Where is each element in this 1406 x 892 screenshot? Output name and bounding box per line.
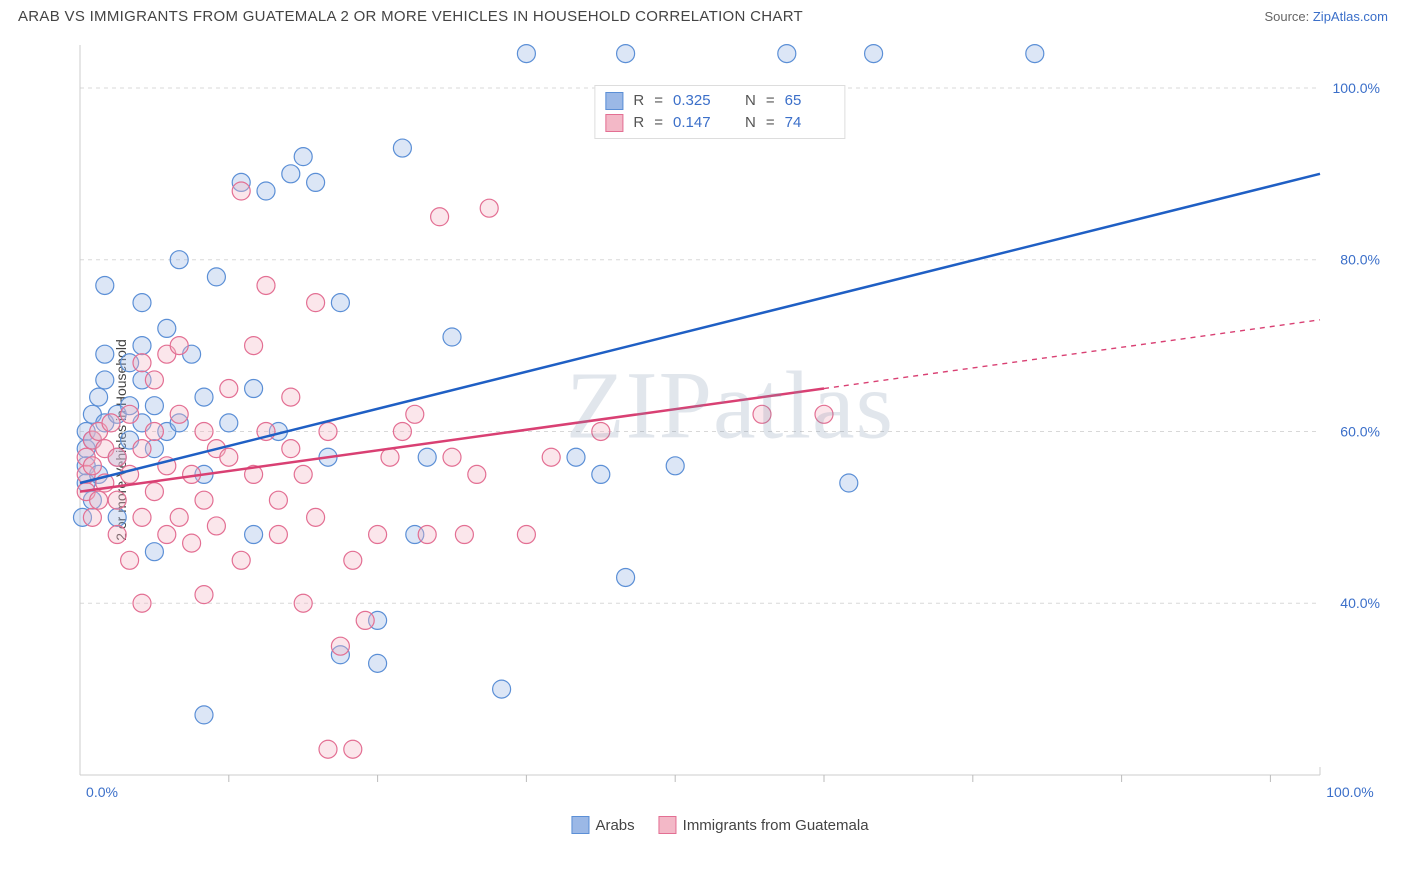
equals-sign: = xyxy=(766,90,775,112)
svg-text:40.0%: 40.0% xyxy=(1340,595,1380,611)
legend-swatch xyxy=(659,816,677,834)
legend-n-value: 74 xyxy=(785,112,835,134)
svg-text:100.0%: 100.0% xyxy=(1326,784,1373,800)
svg-text:100.0%: 100.0% xyxy=(1333,80,1380,96)
legend-r-value: 0.325 xyxy=(673,90,723,112)
legend-n-label: N xyxy=(745,112,756,134)
legend-n-label: N xyxy=(745,90,756,112)
series-legend: Arabs Immigrants from Guatemala xyxy=(571,816,868,834)
series-legend-item: Arabs xyxy=(571,816,634,834)
source-label: Source: xyxy=(1264,9,1312,24)
legend-r-label: R xyxy=(633,112,644,134)
legend-row: R = 0.147 N = 74 xyxy=(605,112,834,134)
plot-region: ZIPatlas 40.0%60.0%80.0%100.0%0.0%100.0% xyxy=(70,40,1390,800)
correlation-legend: R = 0.325 N = 65 R = 0.147 N = 74 xyxy=(594,85,845,139)
equals-sign: = xyxy=(654,112,663,134)
legend-swatch xyxy=(605,92,623,110)
equals-sign: = xyxy=(766,112,775,134)
source-link[interactable]: ZipAtlas.com xyxy=(1313,9,1388,24)
series-legend-label: Arabs xyxy=(595,817,634,834)
legend-swatch xyxy=(571,816,589,834)
legend-n-value: 65 xyxy=(785,90,835,112)
svg-text:80.0%: 80.0% xyxy=(1340,252,1380,268)
svg-text:60.0%: 60.0% xyxy=(1340,423,1380,439)
series-legend-label: Immigrants from Guatemala xyxy=(683,817,869,834)
chart-area: 2 or more Vehicles in Household ZIPatlas… xyxy=(50,40,1390,840)
legend-r-label: R xyxy=(633,90,644,112)
legend-swatch xyxy=(605,114,623,132)
chart-title: ARAB VS IMMIGRANTS FROM GUATEMALA 2 OR M… xyxy=(18,8,803,25)
legend-row: R = 0.325 N = 65 xyxy=(605,90,834,112)
legend-r-value: 0.147 xyxy=(673,112,723,134)
series-legend-item: Immigrants from Guatemala xyxy=(659,816,869,834)
source-credit: Source: ZipAtlas.com xyxy=(1264,9,1388,24)
scatter-plot-svg: 40.0% 60.0% 80.0% 100.0% 0.0% 100.0% xyxy=(70,40,1390,800)
equals-sign: = xyxy=(654,90,663,112)
svg-text:0.0%: 0.0% xyxy=(86,784,118,800)
